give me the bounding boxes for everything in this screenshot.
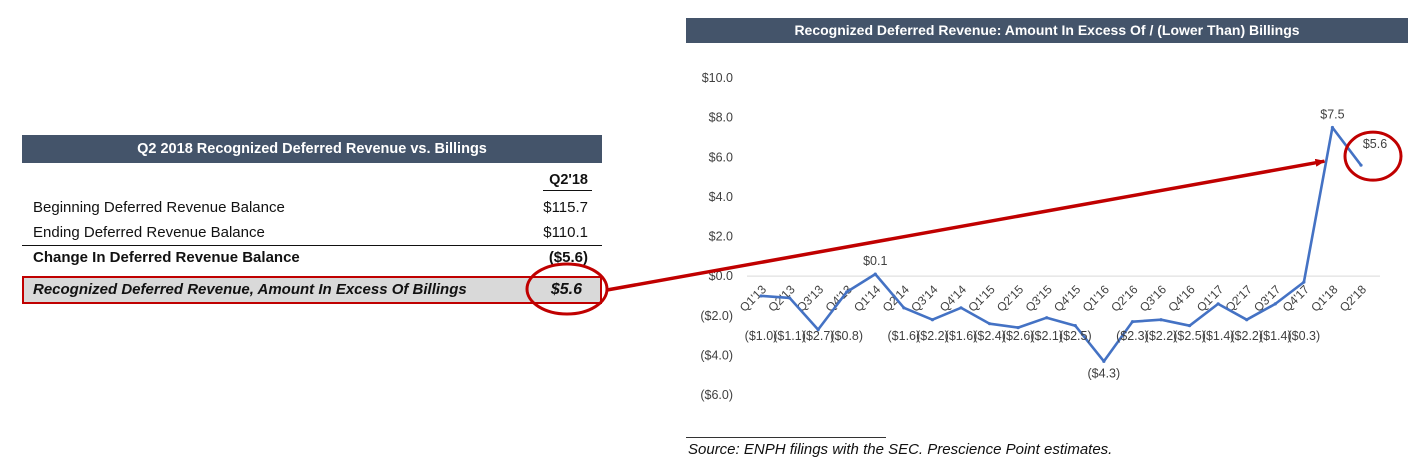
data-label: ($1.4) (1202, 329, 1235, 343)
data-label: ($0.8) (830, 329, 863, 343)
data-label: ($2.4) (973, 329, 1006, 343)
x-tick-label: Q4'13 (823, 282, 856, 315)
data-label: ($1.4) (1259, 329, 1292, 343)
data-label: ($2.2) (1145, 329, 1178, 343)
chart-title: Recognized Deferred Revenue: Amount In E… (686, 18, 1408, 43)
data-point (759, 294, 763, 298)
data-label: ($2.3) (1116, 329, 1149, 343)
table-title: Q2 2018 Recognized Deferred Revenue vs. … (22, 135, 602, 163)
highlighted-row: Recognized Deferred Revenue, Amount In E… (22, 276, 602, 304)
annotation-arrow (606, 158, 1326, 292)
data-label: ($2.5) (1059, 329, 1092, 343)
x-tick-label: Q3'15 (1023, 282, 1056, 315)
highlight-circle-table (525, 262, 609, 316)
data-point (873, 272, 877, 276)
data-label: ($1.1) (773, 329, 806, 343)
data-point (959, 306, 963, 310)
x-tick-label: Q1'13 (737, 282, 770, 315)
row-value: $115.7 (543, 199, 588, 216)
highlight-circle-chart (1343, 130, 1403, 182)
data-label: $5.6 (1363, 137, 1387, 151)
row-label: Ending Deferred Revenue Balance (33, 224, 265, 241)
y-tick-label: $4.0 (709, 190, 733, 204)
source-note: Source: ENPH filings with the SEC. Presc… (688, 441, 1113, 458)
data-point (1273, 302, 1277, 306)
highlight-value: $5.6 (550, 281, 582, 298)
data-point (1130, 320, 1135, 324)
data-point (902, 306, 906, 310)
x-tick-label: Q1'18 (1308, 282, 1341, 315)
data-point (845, 290, 849, 294)
data-label: ($2.7) (802, 329, 835, 343)
row-value: ($5.6) (548, 249, 588, 266)
y-tick-label: ($4.0) (700, 348, 733, 362)
table-row-total: Change In Deferred Revenue Balance ($5.6… (22, 245, 602, 270)
data-label: ($0.3) (1288, 329, 1321, 343)
x-tick-label: Q4'15 (1051, 282, 1084, 315)
y-tick-label: $2.0 (709, 230, 733, 244)
data-point (1016, 326, 1020, 330)
data-point (1159, 318, 1163, 322)
data-label: ($2.1) (1030, 329, 1063, 343)
data-point (816, 328, 820, 332)
data-label: ($1.0) (745, 329, 778, 343)
x-tick-label: Q2'18 (1337, 282, 1370, 315)
table-row: Ending Deferred Revenue Balance $110.1 (22, 221, 602, 245)
table-row: Beginning Deferred Revenue Balance $115.… (22, 196, 602, 220)
data-label: $7.5 (1320, 108, 1344, 122)
x-tick-label: Q1'15 (965, 282, 998, 315)
data-point (930, 318, 935, 322)
data-label: ($4.3) (1088, 366, 1121, 380)
x-tick-label: Q2'16 (1108, 282, 1141, 315)
data-label: ($1.6) (888, 329, 921, 343)
highlight-label: Recognized Deferred Revenue, Amount In E… (33, 281, 467, 298)
data-label: ($2.2) (916, 329, 949, 343)
data-point (1187, 324, 1192, 328)
x-tick-label: Q3'14 (908, 282, 941, 315)
row-label: Change In Deferred Revenue Balance (33, 249, 300, 266)
y-tick-label: ($2.0) (700, 309, 733, 323)
deferred-revenue-table: Q2 2018 Recognized Deferred Revenue vs. … (22, 135, 602, 304)
series-line (760, 126, 1363, 363)
column-header-q2-18: Q2'18 (543, 172, 592, 191)
data-point (1330, 125, 1335, 130)
data-point (987, 322, 992, 326)
data-point (1245, 318, 1249, 322)
data-point (1102, 359, 1106, 363)
y-tick-label: $0.0 (709, 269, 733, 283)
y-tick-label: $10.0 (702, 71, 733, 85)
data-label: $0.1 (863, 254, 887, 268)
data-point (1359, 163, 1363, 167)
y-tick-label: $8.0 (709, 111, 733, 125)
data-label: ($1.6) (945, 329, 978, 343)
x-tick-label: Q3'16 (1137, 282, 1170, 315)
y-tick-label: $6.0 (709, 150, 733, 164)
y-tick-label: ($6.0) (700, 388, 733, 402)
x-tick-label: Q4'16 (1165, 282, 1198, 315)
x-tick-label: Q1'16 (1080, 282, 1113, 315)
row-value: $110.1 (543, 224, 588, 241)
source-divider (686, 437, 886, 438)
data-point (1216, 302, 1220, 306)
data-label: ($2.2) (1230, 329, 1263, 343)
data-point (1045, 316, 1049, 320)
data-label: ($2.5) (1173, 329, 1206, 343)
data-point (787, 296, 792, 300)
data-label: ($2.6) (1002, 329, 1035, 343)
data-point (1302, 280, 1306, 284)
x-tick-label: Q2'15 (994, 282, 1027, 315)
data-point (1073, 324, 1077, 328)
row-label: Beginning Deferred Revenue Balance (33, 199, 285, 216)
